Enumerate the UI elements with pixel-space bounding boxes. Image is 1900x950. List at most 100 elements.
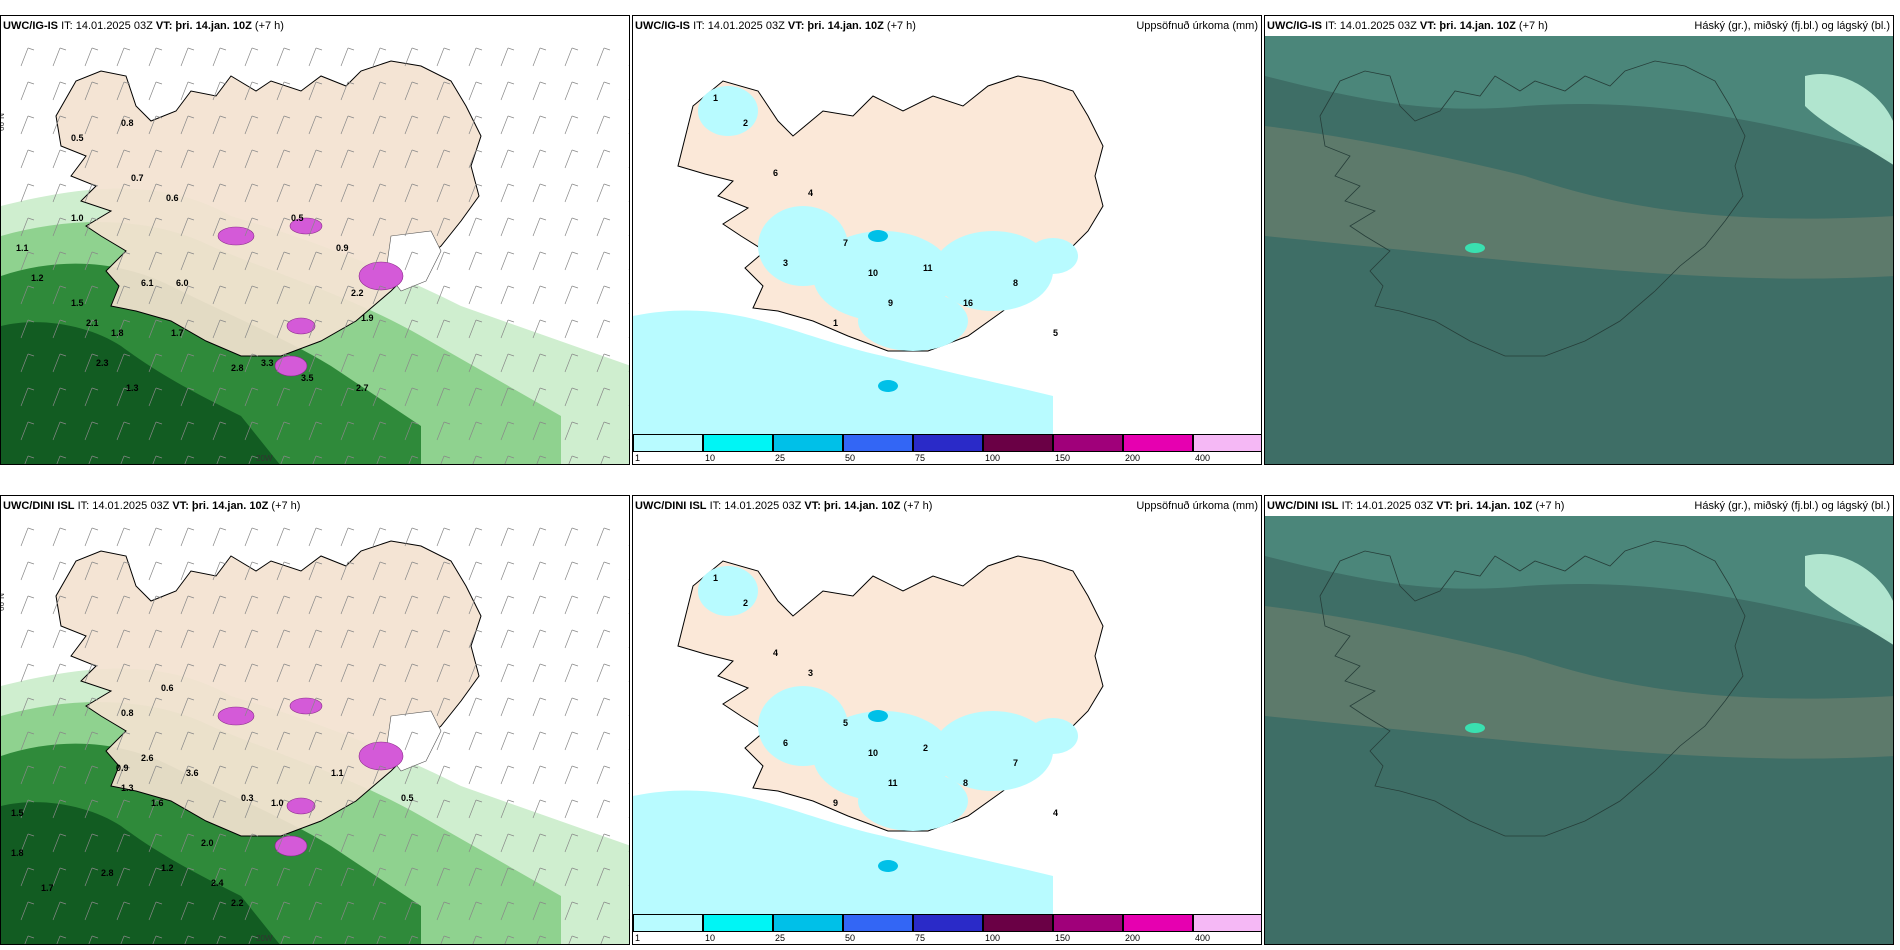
wind-barb bbox=[628, 851, 629, 852]
wind-barb bbox=[468, 149, 483, 169]
value-label: 0.5 bbox=[291, 213, 304, 223]
wind-barb bbox=[468, 421, 483, 441]
wind-barb bbox=[468, 629, 483, 649]
heavy-precip-area bbox=[878, 860, 898, 872]
wind-barb bbox=[404, 595, 419, 615]
wind-barb bbox=[372, 799, 387, 819]
wind-barb bbox=[564, 81, 579, 101]
wind-barb bbox=[52, 833, 67, 853]
wind-barb bbox=[340, 799, 355, 819]
wind-barb bbox=[20, 765, 35, 785]
wind-barb bbox=[372, 319, 387, 339]
wind-barb bbox=[468, 47, 483, 67]
wind-barb bbox=[500, 527, 515, 547]
wind-barb bbox=[628, 749, 629, 750]
wind-barb bbox=[116, 629, 131, 649]
wind-barb bbox=[564, 799, 579, 819]
wind-barb bbox=[312, 455, 323, 464]
wind-barb bbox=[276, 561, 291, 581]
wind-barb bbox=[84, 421, 99, 441]
heavy-snow-blob bbox=[289, 697, 323, 715]
wind-barb bbox=[532, 595, 547, 615]
wind-barb bbox=[404, 833, 419, 853]
wind-barb bbox=[244, 765, 259, 785]
value-label: 1.0 bbox=[71, 213, 84, 223]
wind-barb bbox=[180, 319, 195, 339]
wind-barb bbox=[308, 765, 323, 785]
legend-swatch bbox=[1123, 914, 1193, 932]
value-label: 4 bbox=[773, 648, 778, 658]
wind-barb bbox=[596, 217, 611, 237]
wind-barb bbox=[372, 731, 387, 751]
wind-barb bbox=[52, 527, 67, 547]
wind-barb bbox=[472, 455, 483, 464]
wind-barb bbox=[244, 115, 259, 135]
darkest-green-zone bbox=[1, 322, 280, 464]
wind-barb bbox=[372, 527, 387, 547]
wind-barb bbox=[600, 935, 611, 944]
wind-barb bbox=[500, 217, 515, 237]
wind-barb bbox=[468, 901, 483, 921]
wind-barb bbox=[244, 901, 259, 921]
value-label: 1.6 bbox=[151, 798, 164, 808]
wind-barb bbox=[24, 935, 35, 944]
value-label: 2.2 bbox=[351, 288, 364, 298]
wind-barb bbox=[372, 421, 387, 441]
wind-barb bbox=[596, 663, 611, 683]
wind-barb bbox=[248, 455, 259, 464]
wind-barb bbox=[116, 81, 131, 101]
value-label: 10 bbox=[868, 748, 878, 758]
wind-barb bbox=[564, 319, 579, 339]
legend-swatch bbox=[913, 914, 983, 932]
longitude-label: 20W bbox=[256, 454, 273, 463]
wind-barb bbox=[532, 251, 547, 271]
wind-barb bbox=[628, 579, 629, 580]
wind-barb bbox=[276, 421, 291, 441]
wind-barb bbox=[184, 455, 195, 464]
wind-barb bbox=[596, 765, 611, 785]
wind-barb bbox=[372, 765, 387, 785]
wind-barb bbox=[596, 149, 611, 169]
wind-barb bbox=[564, 527, 579, 547]
value-label: 5 bbox=[1053, 328, 1058, 338]
wind-barb bbox=[436, 561, 451, 581]
wind-barb bbox=[308, 799, 323, 819]
wind-barb bbox=[84, 217, 99, 237]
cloud-map-area bbox=[1265, 516, 1893, 944]
wind-barb bbox=[436, 421, 451, 441]
wind-barb bbox=[52, 867, 67, 887]
wind-barb bbox=[84, 765, 99, 785]
wind-barb bbox=[308, 81, 323, 101]
value-label: 1.5 bbox=[71, 298, 84, 308]
wind-barb bbox=[308, 867, 323, 887]
wind-barb bbox=[404, 765, 419, 785]
wind-barb bbox=[52, 595, 67, 615]
wind-barb bbox=[152, 935, 163, 944]
wind-barb bbox=[372, 285, 387, 305]
wind-barb bbox=[20, 731, 35, 751]
legend-swatch bbox=[913, 434, 983, 452]
wind-barb bbox=[20, 663, 35, 683]
wind-barb bbox=[404, 731, 419, 751]
wind-barb bbox=[340, 421, 355, 441]
wind-barb bbox=[148, 421, 163, 441]
wind-barb bbox=[180, 149, 195, 169]
wind-barb bbox=[436, 867, 451, 887]
legend-label: 75 bbox=[915, 453, 926, 463]
wind-barb bbox=[276, 319, 291, 339]
wind-barb bbox=[148, 629, 163, 649]
wind-barb bbox=[436, 697, 451, 717]
wind-barb bbox=[212, 421, 227, 441]
wind-barb bbox=[180, 833, 195, 853]
value-label: 3 bbox=[808, 668, 813, 678]
wind-barb bbox=[148, 285, 163, 305]
wind-barb bbox=[116, 595, 131, 615]
wind-barb bbox=[20, 81, 35, 101]
wind-barb bbox=[116, 901, 131, 921]
wind-barb bbox=[404, 285, 419, 305]
wind-barb bbox=[564, 353, 579, 373]
wind-barb bbox=[532, 799, 547, 819]
wind-barb bbox=[532, 421, 547, 441]
wind-barb bbox=[408, 935, 419, 944]
wind-barb bbox=[596, 285, 611, 305]
